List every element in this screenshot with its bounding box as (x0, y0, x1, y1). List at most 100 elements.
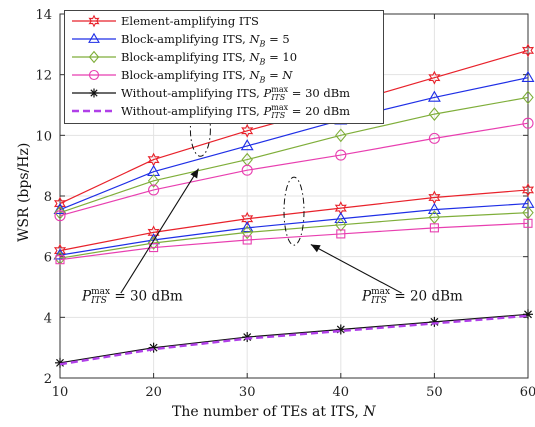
series-line (59, 313, 529, 364)
annotation-ellipse-20dbm (283, 176, 305, 246)
data-point (429, 223, 439, 233)
annotation-layer (120, 101, 402, 294)
data-point (521, 70, 535, 82)
legend-swatch (72, 32, 116, 43)
series-line (59, 189, 529, 252)
legend: Element-amplifying ITS Block-amplifying … (64, 10, 384, 124)
legend-swatch (72, 69, 116, 81)
data-point (335, 128, 347, 143)
legend-label: Element-amplifying ITS (121, 14, 259, 28)
series-line (59, 314, 529, 366)
legend-swatch (72, 109, 116, 113)
series-line (59, 202, 529, 256)
data-point (53, 243, 67, 258)
data-point (335, 149, 347, 161)
data-point (54, 205, 66, 220)
series-layer (53, 43, 535, 368)
x-tick-label: 20 (145, 385, 162, 400)
legend-entry-block-nbn: Block-amplifying ITS, NB = N (65, 67, 383, 85)
data-point (88, 32, 100, 43)
x-tick-label: 60 (520, 385, 535, 400)
data-point (428, 210, 441, 225)
arrow-shaft (120, 168, 199, 294)
data-point (428, 70, 441, 85)
legend-label: Block-amplifying ITS, NB = 10 (121, 50, 298, 67)
data-point (147, 225, 160, 240)
data-point (334, 211, 348, 224)
y-tick-label: 12 (35, 69, 52, 84)
data-point (55, 255, 65, 265)
data-point (89, 88, 99, 98)
y-tick-label: 2 (44, 372, 52, 387)
data-point (427, 202, 441, 214)
series-line (59, 77, 529, 211)
data-point (147, 173, 160, 188)
annotation-arrow-20dbm (310, 244, 402, 294)
y-tick-label: 6 (44, 251, 52, 266)
series-6 (54, 205, 534, 266)
series-3 (54, 117, 534, 222)
data-point (241, 123, 254, 138)
x-tick-label: 10 (52, 385, 69, 400)
legend-swatch (72, 88, 116, 98)
data-point (53, 248, 67, 260)
legend-entry-block-nb10: Block-amplifying ITS, NB = 10 (65, 49, 383, 67)
data-point (521, 182, 535, 197)
data-point (88, 14, 100, 28)
data-point (240, 139, 254, 151)
data-point (242, 235, 252, 245)
data-point (335, 324, 346, 335)
data-point (523, 218, 533, 228)
y-tick-label: 10 (35, 129, 52, 144)
x-tick-label: 40 (333, 385, 350, 400)
y-tick-label: 14 (35, 8, 52, 23)
legend-label: Block-amplifying ITS, NB = N (121, 68, 293, 85)
data-point (428, 132, 440, 144)
series-line (59, 222, 529, 261)
legend-entry-element-amplifying: Element-amplifying ITS (65, 13, 383, 29)
y-tick-label: 4 (44, 311, 52, 326)
arrow-head (310, 244, 321, 253)
y-tick-label: 8 (44, 190, 52, 205)
arrow-shaft (310, 244, 402, 294)
x-tick-label: 30 (239, 385, 256, 400)
data-point (241, 211, 254, 226)
data-point (522, 90, 534, 105)
data-point (522, 205, 534, 220)
star-stroke (90, 89, 98, 97)
y-axis-title: WSR (bps/Hz) (16, 142, 32, 242)
data-point (242, 332, 253, 343)
series-8 (55, 309, 533, 368)
series-2 (54, 90, 534, 220)
data-point (147, 236, 160, 250)
series-9 (59, 314, 529, 366)
x-axis-title: The number of TEs at ITS, N (172, 404, 376, 420)
data-point (335, 217, 347, 232)
data-point (148, 184, 160, 196)
legend-swatch (72, 50, 116, 64)
series-line (59, 122, 529, 217)
data-point (148, 342, 159, 353)
data-point (241, 164, 253, 176)
series-line (59, 96, 529, 214)
legend-swatch (72, 14, 116, 28)
x-tick-label: 50 (426, 385, 443, 400)
annotation-arrow-30dbm (120, 168, 199, 294)
data-point (53, 202, 67, 214)
data-point (88, 50, 100, 64)
legend-entry-block-nb5: Block-amplifying ITS, NB = 5 (65, 31, 383, 48)
data-point (240, 221, 254, 233)
data-point (429, 316, 440, 327)
data-point (523, 309, 533, 320)
data-point (521, 43, 535, 58)
series-7 (55, 218, 533, 265)
data-point (88, 69, 100, 81)
data-point (428, 107, 441, 121)
data-point (336, 229, 346, 239)
